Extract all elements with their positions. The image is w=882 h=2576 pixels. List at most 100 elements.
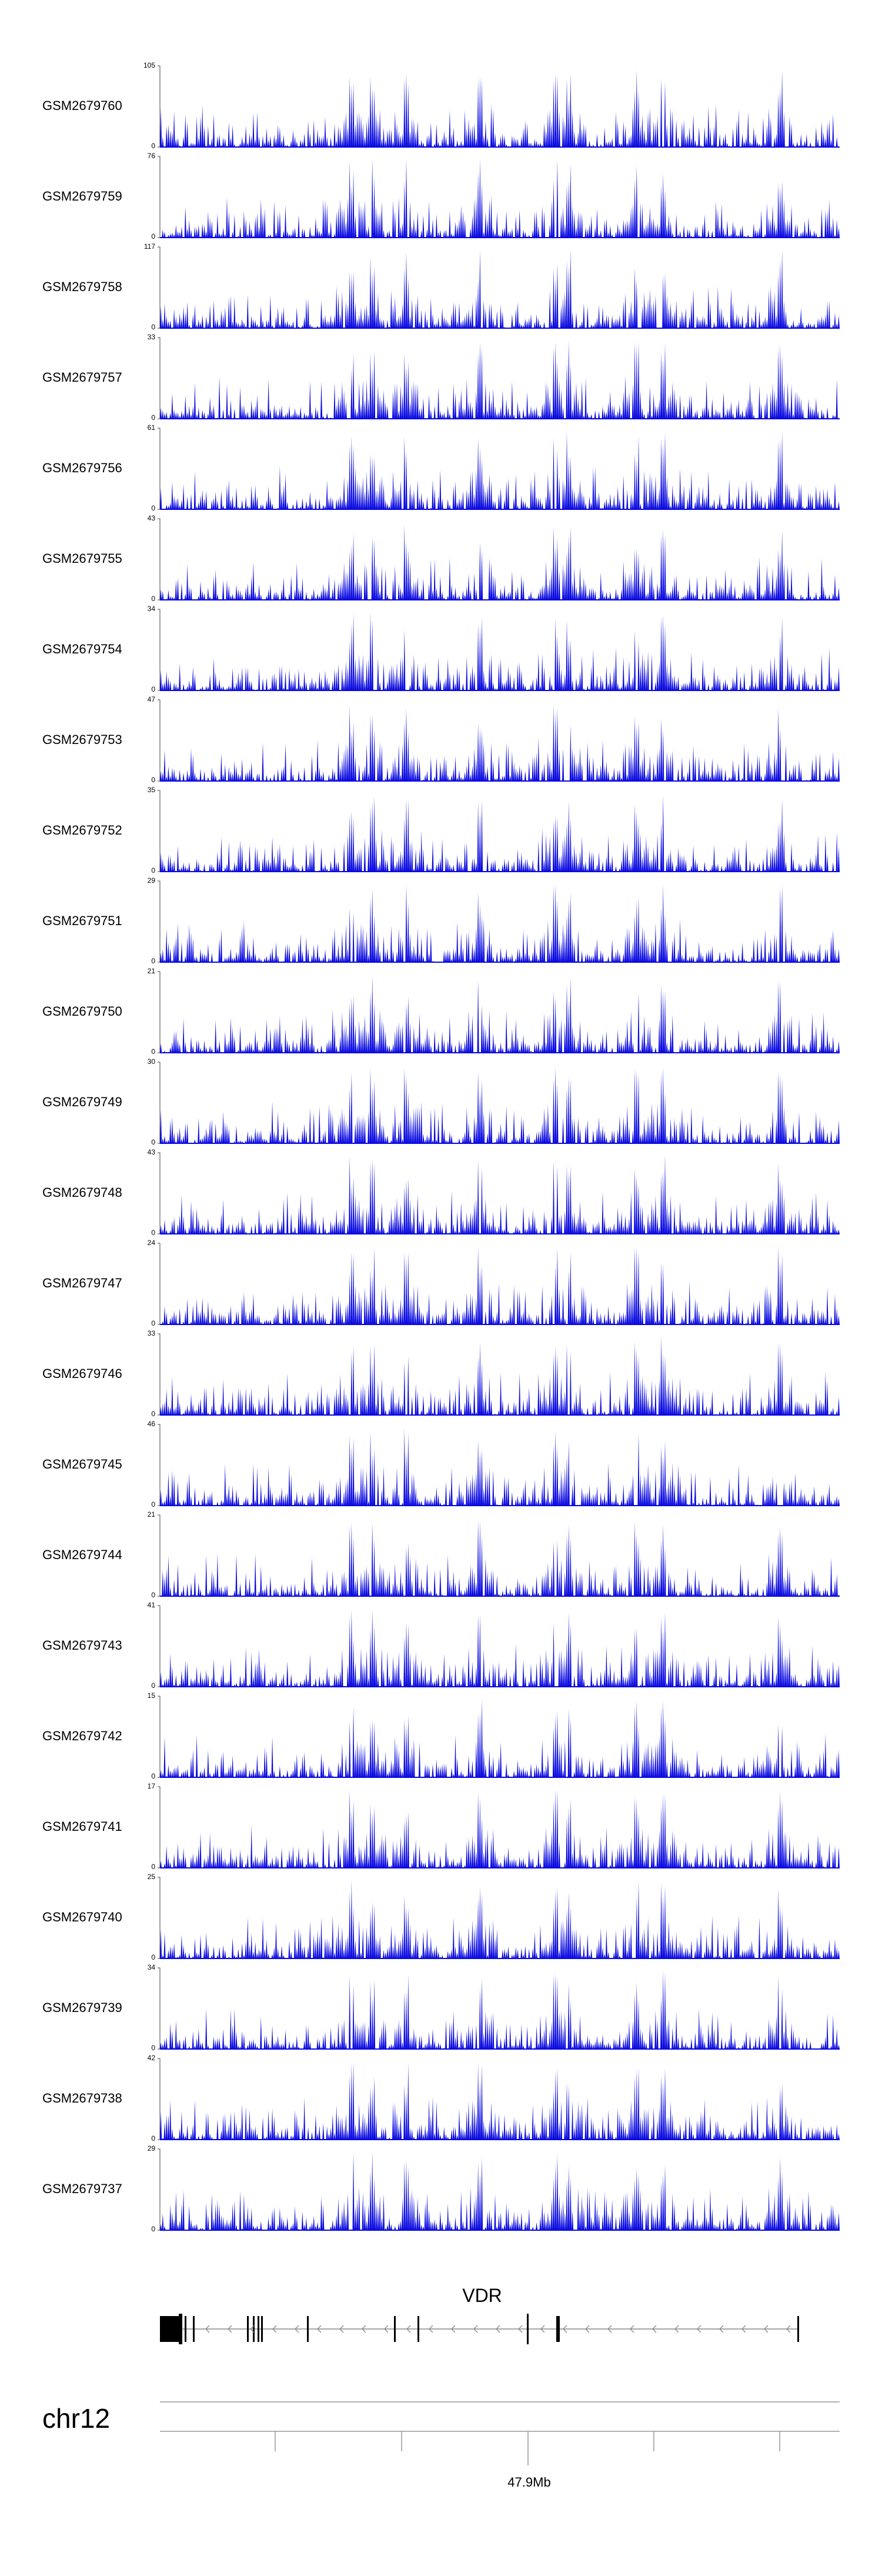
- y-min-tick-label: 0: [151, 2225, 155, 2233]
- strand-arrow: [764, 2325, 769, 2333]
- y-max-tick-label: 15: [147, 1691, 155, 1700]
- strand-arrow: [317, 2325, 322, 2333]
- track-name-label: GSM2679756: [42, 461, 122, 475]
- gene-exon: [527, 2314, 529, 2344]
- track-name-label: GSM2679750: [42, 1004, 122, 1019]
- gene-exon: [253, 2316, 255, 2342]
- track-name-label: GSM2679743: [42, 1638, 122, 1653]
- strand-arrow: [272, 2325, 277, 2333]
- y-min-tick-label: 0: [151, 323, 155, 331]
- y-min-tick-label: 0: [151, 685, 155, 693]
- track-name-label: GSM2679748: [42, 1185, 122, 1200]
- track-y-axis: [158, 1605, 161, 1687]
- y-min-tick-label: 0: [151, 1591, 155, 1599]
- y-min-tick-label: 0: [151, 1500, 155, 1509]
- track-name-label: GSM2679755: [42, 551, 122, 566]
- y-max-tick-label: 42: [147, 2054, 155, 2062]
- track-name-label: GSM2679738: [42, 2091, 122, 2105]
- track-y-axis: [158, 609, 161, 691]
- track-name-label: GSM2679749: [42, 1095, 122, 1109]
- strand-arrow: [205, 2325, 210, 2333]
- strand-arrow: [295, 2325, 299, 2333]
- strand-arrow: [496, 2325, 500, 2333]
- y-max-tick-label: 35: [147, 786, 155, 794]
- strand-arrow: [473, 2325, 478, 2333]
- strand-arrow: [741, 2325, 746, 2333]
- track-y-axis: [158, 1514, 161, 1597]
- track-name-label: GSM2679757: [42, 370, 122, 385]
- y-max-tick-label: 47: [147, 695, 155, 703]
- y-min-tick-label: 0: [151, 1772, 155, 1780]
- track-name-label: GSM2679740: [42, 1910, 122, 1924]
- y-max-tick-label: 76: [147, 152, 155, 160]
- y-min-tick-label: 0: [151, 2134, 155, 2143]
- track-y-axis: [158, 1696, 161, 1778]
- y-max-tick-label: 29: [147, 876, 155, 885]
- track-name-label: GSM2679751: [42, 913, 122, 928]
- gene-exon: [797, 2316, 799, 2342]
- track-y-axis: [158, 880, 161, 963]
- strand-arrow: [630, 2325, 634, 2333]
- track-name-label: GSM2679739: [42, 2000, 122, 2015]
- track-name-label: GSM2679742: [42, 1729, 122, 1743]
- track-y-axis: [158, 246, 161, 329]
- y-min-tick-label: 0: [151, 504, 155, 512]
- gene-exon: [179, 2314, 182, 2344]
- gene-exon: [185, 2316, 186, 2342]
- y-min-tick-label: 0: [151, 232, 155, 241]
- gene-exon: [556, 2316, 560, 2342]
- gene-exon: [247, 2316, 249, 2342]
- y-max-tick-label: 29: [147, 2144, 155, 2153]
- track-y-axis: [158, 337, 161, 419]
- y-min-tick-label: 0: [151, 957, 155, 965]
- gene-name-label: VDR: [462, 2285, 502, 2306]
- strand-arrow: [697, 2325, 701, 2333]
- strand-arrow: [540, 2325, 545, 2333]
- y-min-tick-label: 0: [151, 1047, 155, 1056]
- y-max-tick-label: 41: [147, 1601, 155, 1609]
- track-y-axis: [158, 790, 161, 872]
- axis-tick-label: 47.9Mb: [507, 2475, 551, 2490]
- track-name-label: GSM2679737: [42, 2181, 122, 2196]
- strand-arrow: [362, 2325, 366, 2333]
- y-max-tick-label: 25: [147, 1873, 155, 1881]
- y-min-tick-label: 0: [151, 413, 155, 422]
- y-min-tick-label: 0: [151, 1410, 155, 1418]
- track-name-label: GSM2679759: [42, 189, 122, 203]
- y-max-tick-label: 21: [147, 1510, 155, 1519]
- strand-arrow: [674, 2325, 679, 2333]
- y-min-tick-label: 0: [151, 1138, 155, 1146]
- strand-arrow: [563, 2325, 567, 2333]
- track-name-label: GSM2679746: [42, 1366, 122, 1381]
- strand-arrow: [518, 2325, 523, 2333]
- y-max-tick-label: 30: [147, 1057, 155, 1066]
- strand-arrow: [652, 2325, 657, 2333]
- coverage-tracks: GSM2679760 105 0 GSM2679759 76 0 GSM2679758 117…: [42, 61, 840, 2233]
- y-min-tick-label: 0: [151, 142, 155, 150]
- y-max-tick-label: 43: [147, 514, 155, 522]
- y-max-tick-label: 117: [143, 242, 155, 251]
- gene-exon: [258, 2316, 259, 2342]
- track-y-axis: [158, 971, 161, 1053]
- y-min-tick-label: 0: [151, 595, 155, 603]
- y-min-tick-label: 0: [151, 1863, 155, 1871]
- strand-arrow: [585, 2325, 590, 2333]
- track-y-axis: [158, 1152, 161, 1234]
- track-name-label: GSM2679745: [42, 1457, 122, 1471]
- track-name-label: GSM2679753: [42, 732, 122, 747]
- y-max-tick-label: 33: [147, 333, 155, 341]
- track-y-axis: [158, 1333, 161, 1416]
- strand-arrow: [719, 2325, 724, 2333]
- gene-utr-block: [160, 2316, 180, 2342]
- gene-exon: [261, 2316, 263, 2342]
- track-y-axis: [158, 428, 161, 510]
- chromosome-label: chr12: [42, 2403, 111, 2434]
- y-min-tick-label: 0: [151, 2044, 155, 2052]
- track-name-label: GSM2679754: [42, 642, 122, 656]
- track-name-label: GSM2679758: [42, 279, 122, 294]
- strand-arrow: [406, 2325, 411, 2333]
- track-name-label: GSM2679747: [42, 1276, 122, 1290]
- y-max-tick-label: 33: [147, 1329, 155, 1337]
- track-y-axis: [158, 1243, 161, 1325]
- y-max-tick-label: 34: [147, 1963, 155, 1971]
